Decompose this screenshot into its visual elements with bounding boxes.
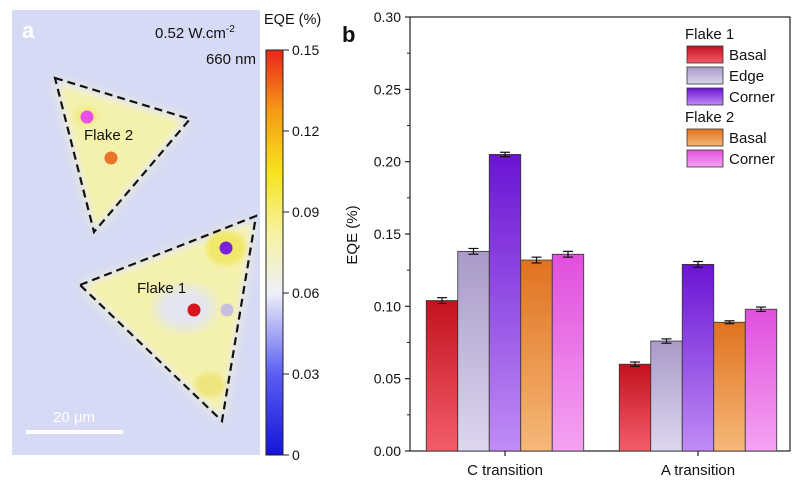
y-tick-label: 0.10 [374, 298, 401, 314]
legend: Flake 1 Basal Edge Corner Flake 2 Basal Corner [685, 26, 775, 168]
flake2-label: Flake 2 [84, 127, 133, 144]
bar-chart: 0.00 0.05 0.10 0.15 0.20 0.25 0.30 C transition… [374, 9, 791, 479]
legend-swatch [686, 66, 724, 85]
y-tick-label: 0.25 [374, 81, 401, 97]
flake2-corner-dot [80, 110, 94, 124]
bar [457, 250, 490, 452]
x-tick-label: A transition [661, 462, 735, 479]
bar [520, 259, 553, 452]
colorbar-tick-label: 0 [292, 447, 300, 463]
legend-entry-label: Basal [729, 130, 767, 147]
colorbar-tick-label: 0.15 [292, 42, 319, 58]
panel-a-label: a [22, 18, 35, 43]
bar [713, 321, 746, 452]
scale-bar [26, 430, 123, 434]
flake2-outline [53, 76, 192, 235]
flake2-basal-dot [104, 151, 118, 165]
legend-entry-label: Corner [729, 89, 775, 106]
legend-entry-label: Corner [729, 151, 775, 168]
colorbar-tick-label: 0.12 [292, 123, 319, 139]
flake1-outline [77, 214, 258, 424]
legend-group-title: Flake 2 [685, 109, 734, 126]
bar [425, 300, 459, 452]
colorbar [265, 49, 284, 456]
y-axis-label: EQE (%) [344, 205, 361, 264]
legend-entry-label: Basal [729, 47, 767, 64]
flake1-hole [155, 286, 215, 330]
flake1-label: Flake 1 [137, 280, 186, 297]
colorbar-title: EQE (%) [264, 12, 321, 28]
y-tick-label: 0.20 [374, 154, 401, 170]
bar [551, 253, 585, 452]
x-tick-label: C transition [467, 462, 543, 479]
legend-swatch [686, 87, 724, 106]
y-tick-label: 0.00 [374, 443, 401, 459]
bar [650, 340, 683, 452]
colorbar-tick-label: 0.09 [292, 204, 319, 220]
y-tick-label: 0.05 [374, 371, 401, 387]
legend-group-title: Flake 1 [685, 26, 734, 43]
colorbar-ticks: 0.15 0.12 0.09 0.06 0.03 0 [283, 42, 319, 463]
bar [488, 154, 522, 452]
y-tick-label: 0.15 [374, 226, 401, 242]
panel-b-label: b [342, 22, 355, 47]
wavelength-label: 660 nm [206, 51, 256, 68]
flake1-basal-dot [187, 303, 201, 317]
bar [744, 308, 778, 452]
flake1-corner-dot [219, 241, 233, 255]
scale-bar-label: 20 μm [53, 409, 95, 426]
colorbar-tick-label: 0.06 [292, 285, 319, 301]
legend-swatch [686, 128, 724, 147]
legend-swatch [686, 45, 724, 64]
y-tick-label: 0.30 [374, 9, 401, 25]
flake1-edge-dot [220, 303, 234, 317]
flake1-hotspot-bottom [195, 373, 225, 397]
intensity-label: 0.52 W.cm-2 [155, 24, 235, 42]
legend-swatch [686, 149, 724, 168]
colorbar-tick-label: 0.03 [292, 366, 319, 382]
bar [681, 263, 715, 452]
bar [618, 363, 652, 452]
legend-entry-label: Edge [729, 68, 764, 85]
panel-b: b EQE (%) 0.00 0.05 0.10 0.15 0.20 0.25 0.30 C … [342, 9, 791, 479]
panel-a: a 0.52 W.cm-2 660 nm Flake 2 Flake 1 20 … [12, 10, 321, 463]
